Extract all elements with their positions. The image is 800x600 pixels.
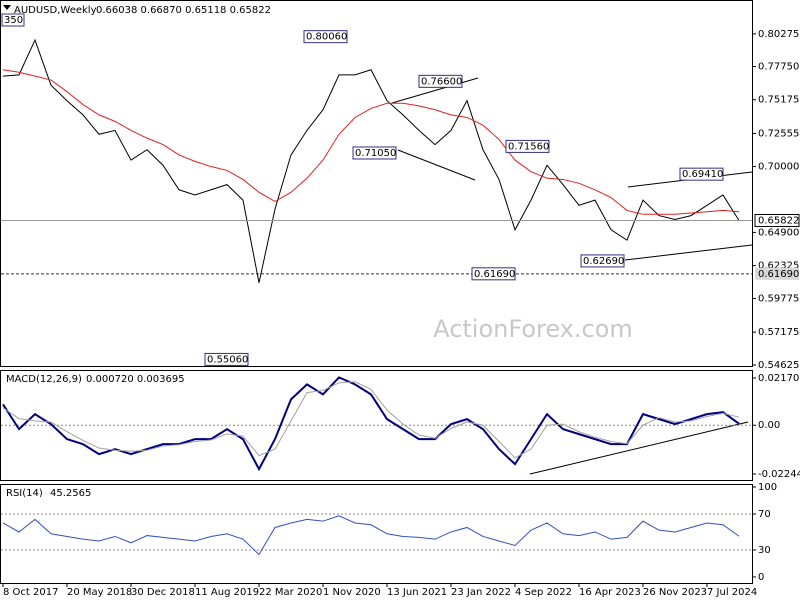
x-tick-label: 23 Jan 2022 <box>451 587 511 598</box>
macd-title: MACD(12,26,9) <box>6 374 82 385</box>
x-tick-label: 20 May 2018 <box>67 587 132 598</box>
y-tick-label: 0.77750 <box>758 61 799 72</box>
series-line <box>2 69 740 215</box>
series-line <box>2 38 740 283</box>
y-tick-label: 0.00 <box>758 420 780 431</box>
x-tick-label: 30 Dec 2018 <box>131 587 195 598</box>
header-icon <box>3 5 11 10</box>
annotation: 0.76600 <box>421 76 462 87</box>
y-tick-label: 0.59775 <box>758 294 799 305</box>
header-values: 0.66038 0.66870 0.65118 0.65822 <box>96 5 271 16</box>
y-tick-label: 0.62325 <box>758 261 799 272</box>
annotation: 0.61690 <box>474 269 515 280</box>
y-tick-label: 70 <box>758 509 771 520</box>
series-line <box>2 376 740 472</box>
annotation-box <box>204 352 249 366</box>
support-label: 0.61690 <box>758 269 799 280</box>
y-tick-label: 0.75175 <box>758 95 799 106</box>
annotation-box <box>1 13 25 27</box>
annotation-box <box>303 30 348 44</box>
annotation-box <box>471 267 516 281</box>
annotation-box <box>679 167 724 181</box>
annotation: 0.69410 <box>682 169 723 180</box>
annotation: 0.80060 <box>306 32 347 43</box>
x-tick-label: 13 Jun 2021 <box>387 587 447 598</box>
y-tick-label: 100 <box>758 482 777 493</box>
annotation-box <box>418 74 463 88</box>
y-tick-label: 0.70000 <box>758 162 799 173</box>
rsi-values: 45.2565 <box>50 488 91 499</box>
price-pane <box>0 0 753 367</box>
trendline <box>391 77 479 104</box>
annotation: 0.55060 <box>207 354 248 365</box>
y-tick-label: 0.80275 <box>758 29 799 40</box>
header-title: AUDUSD,Weekly <box>14 5 97 16</box>
y-tick-label: 0.021701 <box>758 373 800 384</box>
annotation-box <box>352 146 397 160</box>
x-tick-label: 4 Sep 2022 <box>515 587 572 598</box>
annotation: 0.62690 <box>583 256 624 267</box>
x-tick-label: 8 Oct 2017 <box>3 587 58 598</box>
series-line <box>2 381 740 459</box>
y-tick-label: 0.57175 <box>758 327 799 338</box>
y-tick-label: 0 <box>758 572 764 583</box>
rsi-pane <box>0 484 753 584</box>
x-tick-label: 1 Nov 2020 <box>323 587 381 598</box>
trendline <box>397 149 476 181</box>
x-tick-label: 7 Jul 2024 <box>707 587 757 598</box>
y-tick-label: 0.64900 <box>758 227 799 238</box>
rsi-title: RSI(14) <box>6 488 43 499</box>
x-tick-label: 16 Apr 2023 <box>579 587 641 598</box>
y-tick-label: 30 <box>758 545 771 556</box>
y-tick-label: 0.72555 <box>758 129 799 140</box>
y-tick-label: 0.54625 <box>758 360 799 371</box>
annotation: 0.71560 <box>508 141 549 152</box>
annotation-box <box>580 254 625 268</box>
annotation: 0.71050 <box>355 148 396 159</box>
y-tick-label: -0.022445 <box>758 469 800 480</box>
x-tick-label: 22 Mar 2020 <box>259 587 322 598</box>
support-box <box>755 267 799 280</box>
watermark: ActionForex.com <box>433 315 633 343</box>
current-price-label: 0.65822 <box>758 215 799 226</box>
series-line <box>2 515 740 556</box>
annotation-box <box>505 139 550 153</box>
x-tick-label: 11 Aug 2019 <box>195 587 259 598</box>
x-tick-label: 26 Nov 2023 <box>643 587 707 598</box>
current-price-box <box>754 213 800 227</box>
trendline <box>529 421 749 475</box>
macd-values: 0.000720 0.003695 <box>86 374 185 385</box>
annotation: 350 <box>4 15 23 26</box>
trendline <box>624 244 753 261</box>
